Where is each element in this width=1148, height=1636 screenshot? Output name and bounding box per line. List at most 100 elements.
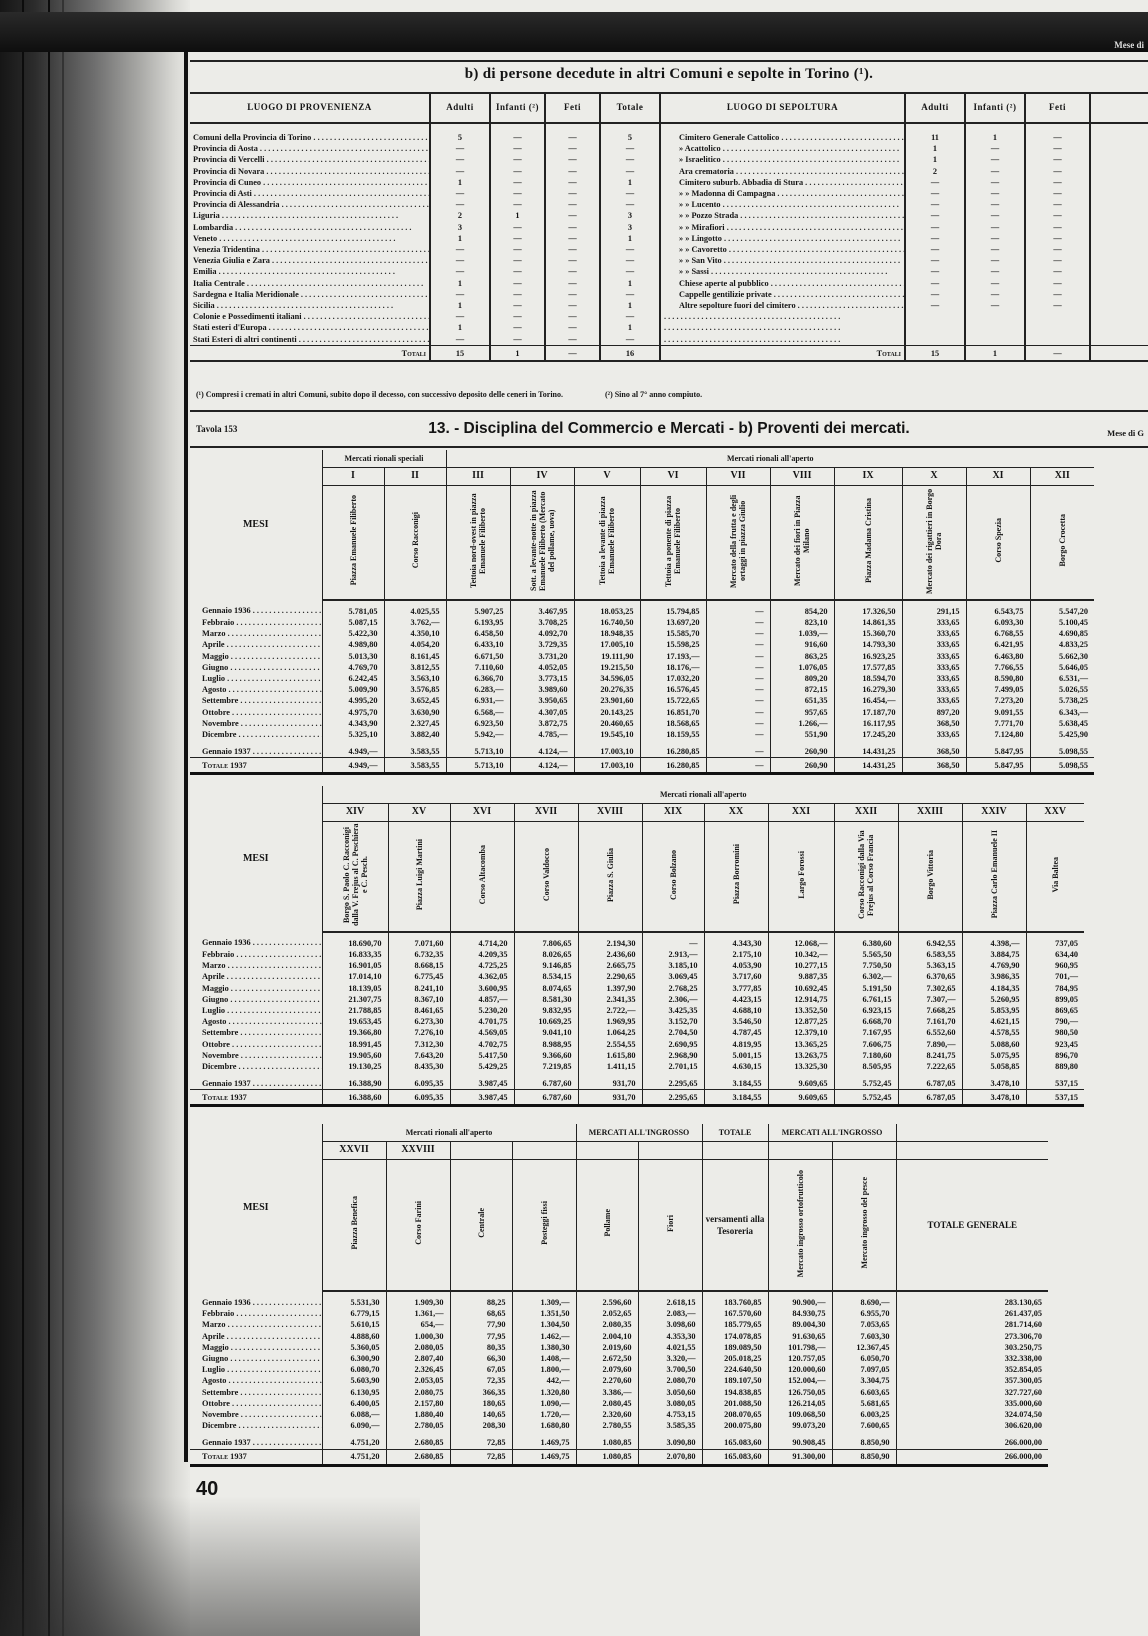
burial-place-label: » » Lucento [659, 199, 905, 211]
cell-value: 10.277,15 [767, 960, 834, 972]
month-label: Ottobre [190, 1039, 322, 1050]
footnotes: (¹) Compresi i cremati in altri Comuni, … [196, 390, 1136, 399]
cell-value: 23.901,60 [573, 695, 641, 707]
cell-value: 1.469,75 [511, 1431, 576, 1450]
total-value: — [1024, 344, 1090, 363]
table-row: Dicembre6.090,—2.780,05208,301.680,802.7… [190, 1420, 1049, 1432]
cell-value: 5.429,25 [449, 1060, 514, 1073]
burial-place-label [659, 322, 905, 334]
cell-value: 17.014,10 [321, 971, 388, 983]
cell-value: 3.717,60 [703, 971, 768, 983]
cell-value: 2.080,35 [575, 1319, 638, 1331]
burial-place-label [659, 333, 905, 346]
cell-value: 6.088,— [321, 1409, 386, 1421]
cut-cell [1089, 288, 1148, 301]
cell-value: 7.499,05 [965, 684, 1031, 696]
cell-value: — [489, 277, 545, 289]
burial-place-label: » » Mirafiori [659, 221, 905, 233]
cell-value: 5.610,15 [321, 1319, 386, 1331]
cell-value: 120.757,05 [767, 1353, 833, 1365]
month-label: Giugno [190, 662, 322, 673]
column-name: Mercato della frutta e degli ortaggi in … [729, 493, 748, 588]
cell-value: 4.769,90 [961, 960, 1026, 972]
column-number [831, 1141, 897, 1160]
cell-value: — [904, 221, 965, 233]
month-label: Giugno [190, 1353, 322, 1364]
cell-value: 89.004,30 [767, 1319, 833, 1331]
cell-value: 7.124,80 [965, 728, 1031, 741]
column-number: XXVII [321, 1141, 386, 1160]
cell-value: — [489, 288, 545, 301]
cell-value: 7.097,05 [831, 1364, 897, 1376]
cell-value: 2.680,85 [385, 1448, 450, 1467]
cell-value: 12.068,— [767, 931, 834, 949]
cell-value: 5.100,45 [1029, 616, 1095, 629]
cell-value: — [544, 244, 600, 256]
cell-value: — [599, 165, 660, 177]
cell-value: 2.807,40 [385, 1353, 450, 1365]
cell-value: 7.600,65 [831, 1420, 897, 1432]
cell-value: 863,25 [769, 650, 835, 662]
cell-value: 5.230,20 [449, 1004, 514, 1017]
cell-value: 4.833,25 [1029, 639, 1095, 651]
cell-value: — [705, 717, 771, 729]
cell-value: 7.180,60 [833, 1049, 898, 1061]
column-name: Corso Racconigi [410, 512, 420, 569]
total-label: Totali [190, 344, 430, 363]
cell-value: — [429, 266, 490, 278]
column-number: IX [833, 467, 903, 486]
cell-value: 4.725,25 [449, 960, 514, 972]
table-row: Settembre19.366,807.276,104.569,059.041,… [190, 1027, 1084, 1039]
cell-value: 333,65 [901, 684, 967, 696]
cell-value: — [489, 188, 545, 200]
group-header: MERCATI ALL'INGROSSO [575, 1124, 703, 1142]
cell-value: 4.701,75 [449, 1016, 514, 1028]
cell-value: 5.325,10 [321, 728, 384, 741]
column-number: XXII [833, 803, 898, 822]
cell-value: 4.124,— [509, 740, 575, 758]
month-label: Aprile [190, 1331, 322, 1342]
cell-value: 17.003,10 [573, 740, 641, 758]
cell-value: 126.750,05 [767, 1386, 833, 1398]
cell-value: 6.761,15 [833, 993, 898, 1005]
cell-value: 208.070,65 [701, 1409, 769, 1421]
cell-value: 5.075,95 [961, 1049, 1026, 1061]
cell-value: 4.092,70 [509, 628, 575, 640]
group-header: Mercati rionali all'aperto [321, 786, 1084, 804]
month-label: Marzo [190, 960, 322, 971]
cell-value: — [489, 221, 545, 233]
cell-value: 5.638,45 [1029, 717, 1095, 729]
cell-value: 4.888,60 [321, 1330, 386, 1342]
cell-value: 1.320,80 [511, 1386, 576, 1398]
cell-value: 90.908,45 [767, 1431, 833, 1450]
cell-value: 266.000,00 [895, 1431, 1049, 1450]
cell-value: 8.850,90 [831, 1431, 897, 1450]
column-name-cell: Mercato ingrosso del pesce [831, 1159, 897, 1292]
cell-value: 1.080,85 [575, 1431, 638, 1450]
cell-value: 4.343,30 [703, 931, 768, 949]
origin-label: Provincia di Aosta [190, 143, 430, 154]
origin-label: Venezia Giulia e Zara [190, 255, 430, 266]
cell-value: 167.570,60 [701, 1308, 769, 1320]
table-number: Tavola 153 [196, 424, 238, 434]
column-number [767, 1141, 833, 1160]
cell-value: — [544, 176, 600, 189]
month-label: Dicembre [190, 1061, 322, 1072]
cell-value: 6.050,70 [831, 1353, 897, 1365]
column-name: Mercato dei rigattieri in Borgo Dora [925, 487, 944, 594]
cell-value: 14.431,25 [833, 757, 903, 776]
cell-value: 2.722,— [577, 1004, 642, 1017]
table-row: Dicembre19.130,258.435,305.429,257.219,8… [190, 1060, 1084, 1073]
cell-value: 335.000,60 [895, 1397, 1049, 1410]
cell-value: 551,90 [769, 728, 835, 741]
cell-value: — [964, 232, 1025, 245]
origin-label: Veneto [190, 233, 430, 244]
cell-value: 180,65 [449, 1397, 512, 1410]
cell-value: 3.987,45 [449, 1072, 514, 1090]
cell-value: 2.780,05 [385, 1420, 450, 1432]
total-value: 15 [429, 344, 490, 363]
cell-value: — [489, 232, 545, 245]
cell-value: 1.309,— [511, 1291, 576, 1309]
cell-value: 2.665,75 [577, 960, 642, 972]
cell-value: — [964, 143, 1025, 155]
